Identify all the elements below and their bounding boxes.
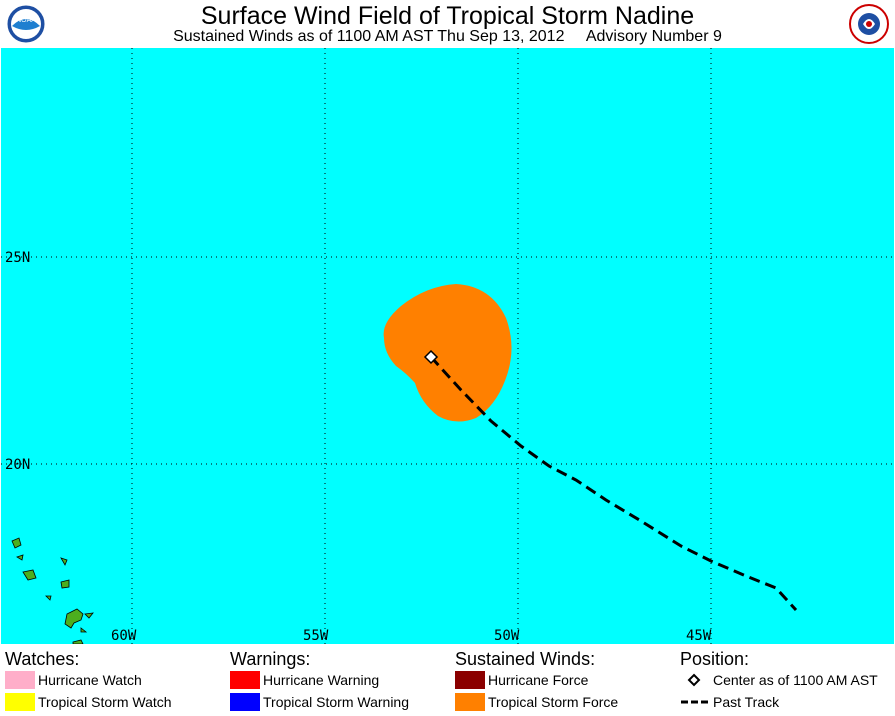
legend-position-heading: Position: xyxy=(680,649,750,669)
legend-watches-heading: Watches: xyxy=(5,649,80,669)
lat-label-20n: 20N xyxy=(5,457,30,473)
hurricane-force-swatch xyxy=(455,671,485,689)
storm-center-diamond-icon xyxy=(423,349,439,365)
diamond-icon xyxy=(680,671,710,689)
legend-warnings-heading: Warnings: xyxy=(230,649,311,669)
lon-label-55w: 55W xyxy=(303,628,329,644)
tropical-storm-force-wind-field xyxy=(383,284,512,422)
lesser-antilles-islands xyxy=(11,537,94,645)
header: NOAA Surface Wind Field of Tropical Stor… xyxy=(0,0,895,48)
nws-logo xyxy=(849,4,889,44)
lon-label-45w: 45W xyxy=(686,628,712,644)
lat-label-25n: 25N xyxy=(5,250,30,266)
past-track xyxy=(429,355,798,612)
lon-label-60w: 60W xyxy=(111,628,137,644)
hurricane-warning-swatch xyxy=(230,671,260,689)
map-title: Surface Wind Field of Tropical Storm Nad… xyxy=(200,2,695,30)
lon-label-50w: 50W xyxy=(494,628,520,644)
noaa-logo: NOAA xyxy=(6,4,46,44)
tropical-storm-warning-swatch xyxy=(230,693,260,711)
svg-text:NOAA: NOAA xyxy=(16,17,36,24)
legend: Watches: Hurricane Watch Tropical Storm … xyxy=(0,645,895,716)
hurricane-watch-swatch xyxy=(5,671,35,689)
tropical-storm-watch-swatch xyxy=(5,693,35,711)
dashed-line-icon xyxy=(680,693,710,711)
map-subtitle: Sustained Winds as of 1100 AM AST Thu Se… xyxy=(173,28,722,45)
wind-field-map: 25N 20N 60W 55W 50W 45W xyxy=(1,48,894,645)
tropical-storm-force-swatch xyxy=(455,693,485,711)
legend-winds-heading: Sustained Winds: xyxy=(455,649,596,669)
